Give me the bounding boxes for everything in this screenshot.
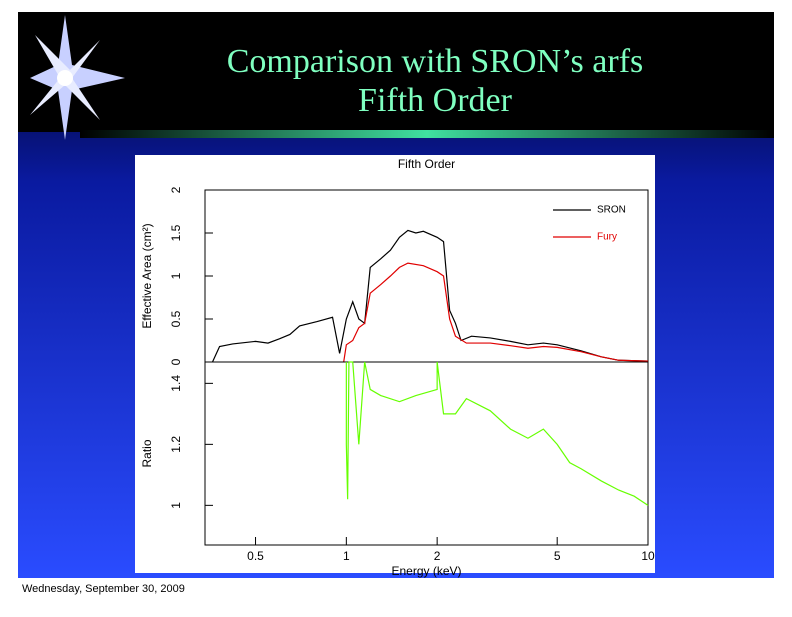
data-line [345,361,649,506]
x-tick-label: 10 [641,549,655,563]
x-tick-label: 1 [343,549,350,563]
chart-bg [135,155,655,573]
y-axis-label: Effective Area (cm²) [140,223,154,328]
y-tick-label: 1 [169,502,183,509]
x-axis-label: Energy (keV) [391,564,461,578]
y-tick-label: 1.2 [169,436,183,453]
x-tick-label: 2 [434,549,441,563]
data-line [343,262,649,363]
star [30,15,125,140]
x-tick-label: 0.5 [247,549,264,563]
slide-title: Fifth Order [358,82,513,119]
plot-frame [204,361,649,546]
y-tick-label: 0 [169,358,183,365]
legend-label: Fury [597,232,617,243]
header-bar [80,130,774,138]
y-tick-label: 1 [169,272,183,279]
star-center [57,70,73,86]
header-bg [18,12,774,132]
y-axis-label: Ratio [140,439,154,467]
y-tick-label: 0.5 [169,310,183,327]
legend-label: SRON [597,205,626,216]
x-tick-label: 5 [554,549,561,563]
chart-title: Fifth Order [398,157,455,171]
y-tick-label: 1.4 [169,375,183,392]
y-tick-label: 1.5 [169,224,183,241]
slide-title: Comparison with SRON’s arfs [227,43,644,80]
footer-date: Wednesday, September 30, 2009 [22,583,185,595]
data-line [211,229,649,363]
plots: Fifth Order 0 0.5 1 1.5 2 Effective Area (cm²)… [140,157,655,578]
y-tick-label: 2 [169,186,183,193]
